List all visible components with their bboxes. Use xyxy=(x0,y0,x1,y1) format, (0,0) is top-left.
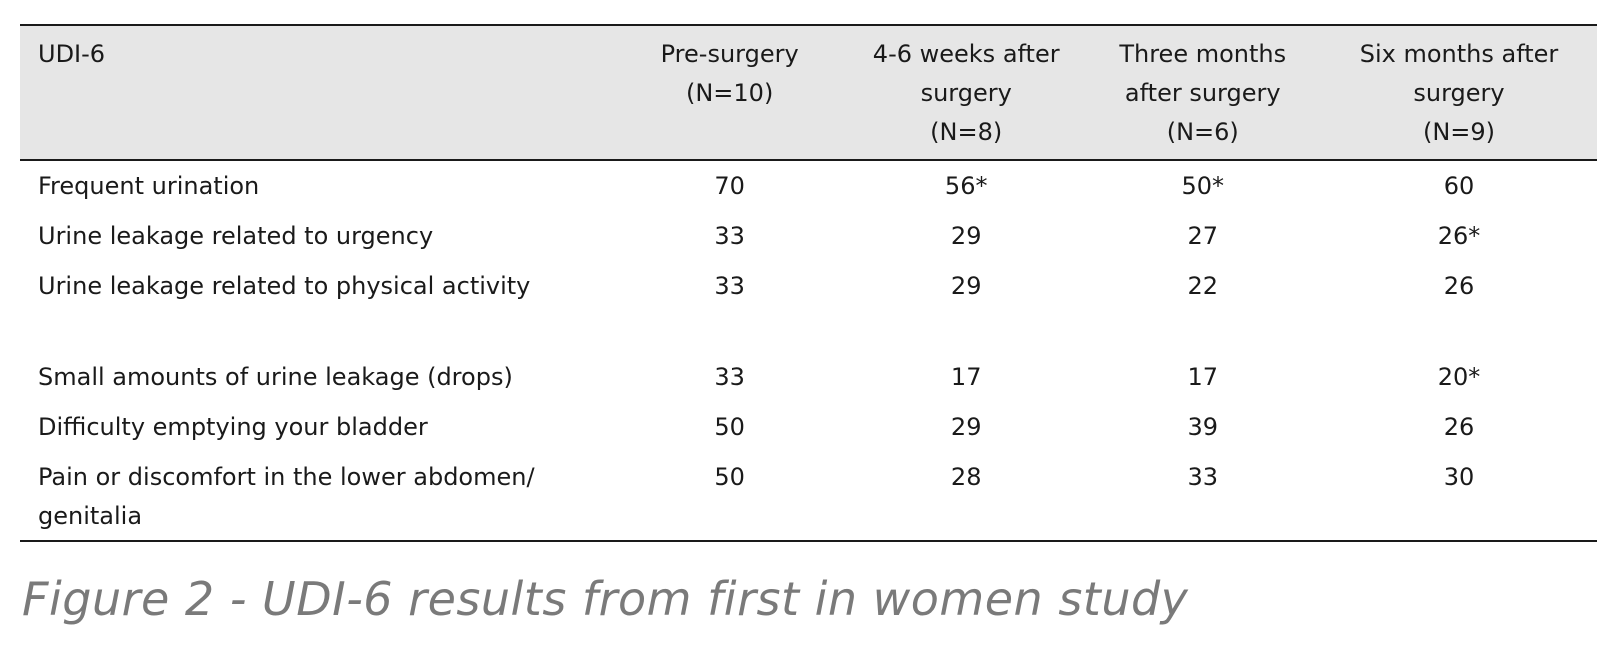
cell-value: 29 xyxy=(950,272,982,300)
table-body: Frequent urination 70 56* 50* 60 Urine l… xyxy=(20,160,1597,541)
header-line: UDI-6 xyxy=(38,40,106,68)
row-label: Pain or discomfort in the lower abdomen/… xyxy=(38,463,535,530)
figure-caption: Figure 2 - UDI-6 results from first in w… xyxy=(22,572,1189,626)
cell-value: 33 xyxy=(714,272,745,300)
header-six-months: Six months after surgery (N=9) xyxy=(1321,25,1597,160)
table-row: Urine leakage related to urgency 33 29 2… xyxy=(20,211,1597,261)
table-row: Urine leakage related to physical activi… xyxy=(20,261,1597,352)
cell-value: 50 xyxy=(714,413,745,441)
table-row: Difficulty emptying your bladder 50 29 3… xyxy=(20,402,1597,452)
row-label: Difficulty emptying your bladder xyxy=(38,413,428,441)
cell-value: 39 xyxy=(1187,413,1219,441)
header-line: surgery xyxy=(920,79,1012,107)
cell-value: 22 xyxy=(1187,272,1219,300)
cell-value: 27 xyxy=(1187,222,1219,250)
header-pre-surgery: Pre-surgery (N=10) xyxy=(611,25,848,160)
cell-value: 33 xyxy=(1187,463,1219,491)
udi6-results-table-container: UDI-6 Pre-surgery (N=10) 4-6 weeks after… xyxy=(20,24,1597,542)
row-label: Small amounts of urine leakage (drops) xyxy=(38,363,513,391)
header-line: Pre-surgery xyxy=(660,40,799,68)
cell-value: 17 xyxy=(950,363,982,391)
header-line: (N=10) xyxy=(685,79,774,107)
cell-value: 29 xyxy=(950,413,982,441)
header-line: (N=8) xyxy=(930,118,1003,146)
cell-value: 70 xyxy=(714,172,745,200)
cell-value: 50 xyxy=(714,463,745,491)
cell-value: 33 xyxy=(714,363,745,391)
header-three-months: Three months after surgery (N=6) xyxy=(1084,25,1321,160)
header-line: after surgery xyxy=(1124,79,1281,107)
header-4-6-weeks: 4-6 weeks after surgery (N=8) xyxy=(848,25,1085,160)
header-line: surgery xyxy=(1413,79,1505,107)
header-line: (N=6) xyxy=(1166,118,1239,146)
cell-value: 17 xyxy=(1187,363,1219,391)
table-header: UDI-6 Pre-surgery (N=10) 4-6 weeks after… xyxy=(20,25,1597,160)
cell-value: 60 xyxy=(1443,172,1475,200)
udi6-results-table: UDI-6 Pre-surgery (N=10) 4-6 weeks after… xyxy=(20,24,1597,542)
table-row: Pain or discomfort in the lower abdomen/… xyxy=(20,452,1597,541)
cell-value: 26 xyxy=(1443,413,1475,441)
header-line: Three months xyxy=(1119,40,1287,68)
header-line: 4-6 weeks after xyxy=(872,40,1060,68)
table-row: Frequent urination 70 56* 50* 60 xyxy=(20,160,1597,211)
cell-value: 33 xyxy=(714,222,745,250)
cell-value: 26 xyxy=(1443,272,1475,300)
row-label: Urine leakage related to urgency xyxy=(38,222,434,250)
table-row: Small amounts of urine leakage (drops) 3… xyxy=(20,352,1597,402)
row-label: Frequent urination xyxy=(38,172,260,200)
header-line: Six months after xyxy=(1359,40,1559,68)
cell-value: 26* xyxy=(1437,222,1481,250)
header-udi6: UDI-6 xyxy=(20,25,611,160)
cell-value: 29 xyxy=(950,222,982,250)
cell-value: 56* xyxy=(944,172,988,200)
header-line: (N=9) xyxy=(1422,118,1496,146)
cell-value: 28 xyxy=(950,463,982,491)
cell-value: 50* xyxy=(1181,172,1225,200)
cell-value: 30 xyxy=(1443,463,1475,491)
header-row: UDI-6 Pre-surgery (N=10) 4-6 weeks after… xyxy=(20,25,1597,160)
cell-value: 20* xyxy=(1437,363,1481,391)
row-label: Urine leakage related to physical activi… xyxy=(38,272,531,300)
